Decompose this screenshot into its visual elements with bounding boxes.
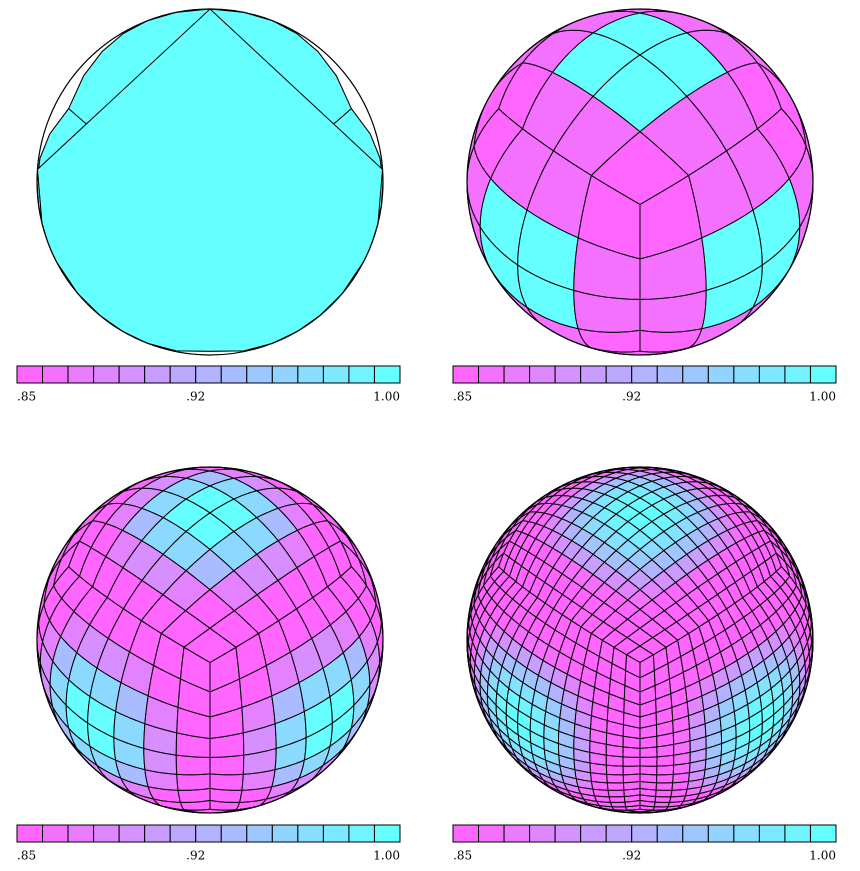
colorbar-label: .92 (622, 849, 641, 863)
colorbar-box (683, 825, 709, 842)
colorbar-box (68, 825, 94, 842)
colorbar-box (555, 366, 581, 383)
grid-cell (640, 774, 657, 783)
colorbar-box (581, 825, 607, 842)
colorbar-label: .92 (622, 390, 641, 404)
colorbar-box (683, 366, 709, 383)
colorbar-label: 1.00 (809, 390, 836, 404)
grid-cell (640, 757, 657, 766)
colorbar-box (632, 825, 658, 842)
colorbar-box (581, 366, 607, 383)
colorbar-box (504, 366, 530, 383)
colorbar-box (43, 825, 69, 842)
colorbar-box (708, 366, 734, 383)
colorbar-box (170, 825, 196, 842)
colorbar-box (657, 366, 683, 383)
colorbar-box (349, 366, 375, 383)
colorbar-label: 1.00 (809, 849, 836, 863)
colorbar-box (606, 366, 632, 383)
figure: .85 .92 1.00 .85 .92 1.00 .85 .92 1.00 .85 .92 1.00 (0, 0, 860, 871)
globe (37, 9, 383, 355)
colorbar-box (145, 825, 171, 842)
colorbar-box (479, 825, 505, 842)
grid-cell (640, 766, 657, 775)
colorbar-box (555, 825, 581, 842)
colorbar-label: .85 (17, 390, 36, 404)
colorbar-box (247, 825, 273, 842)
colorbar-box (708, 825, 734, 842)
colorbar-box (606, 825, 632, 842)
colorbar-box (196, 825, 222, 842)
colorbar-box (810, 825, 836, 842)
colorbar-box (119, 825, 145, 842)
grid-cell (177, 774, 210, 790)
colorbar-box (221, 366, 247, 383)
colorbar-label: .85 (17, 849, 36, 863)
colorbar-box (196, 366, 222, 383)
colorbar-box (785, 825, 811, 842)
colorbar-box (298, 825, 324, 842)
colorbar-box (68, 366, 94, 383)
grid-cell (210, 774, 243, 790)
colorbar-box (810, 366, 836, 383)
grid-cell (623, 757, 640, 766)
colorbar-label: 1.00 (373, 849, 400, 863)
colorbar-box (349, 825, 375, 842)
colorbar-box (272, 825, 298, 842)
colorbar-label: .85 (453, 849, 472, 863)
grid-cell (655, 797, 671, 803)
grid-cell (656, 790, 672, 797)
colorbar-box (170, 366, 196, 383)
colorbar-label: .92 (186, 849, 205, 863)
colorbar-box (453, 366, 479, 383)
globe (37, 467, 383, 813)
colorbar-box (298, 366, 324, 383)
colorbar-box (759, 825, 785, 842)
grid-cell (210, 755, 244, 775)
colorbar-box (453, 825, 479, 842)
colorbar-box (632, 366, 658, 383)
colorbar-box (374, 366, 400, 383)
colorbar-box (119, 366, 145, 383)
grid-cell (656, 783, 673, 791)
grid-cell (176, 755, 210, 775)
colorbar-label: 1.00 (373, 390, 400, 404)
colorbar-box (479, 366, 505, 383)
colorbar-box (247, 366, 273, 383)
colorbar-box (94, 825, 120, 842)
colorbar-box (145, 366, 171, 383)
colorbar-box (43, 366, 69, 383)
grid-cell (623, 774, 640, 783)
colorbar-box (504, 825, 530, 842)
colorbar-box (221, 825, 247, 842)
grid-cell (607, 774, 624, 783)
colorbar-box (272, 366, 298, 383)
colorbar-box (374, 825, 400, 842)
colorbar-box (657, 825, 683, 842)
grid-cell (623, 766, 640, 775)
grid-cell (607, 783, 624, 791)
colorbar-box (94, 366, 120, 383)
globe (467, 9, 813, 355)
colorbar-box (734, 825, 760, 842)
globe (467, 467, 813, 813)
colorbar-label: .85 (453, 390, 472, 404)
grid-cell (657, 765, 674, 775)
grid-cell (606, 765, 623, 775)
colorbar-box (734, 366, 760, 383)
colorbar-box (530, 825, 556, 842)
colorbar-box (17, 366, 43, 383)
grid-cell (38, 9, 383, 351)
colorbar-label: .92 (186, 390, 205, 404)
colorbar-box (759, 366, 785, 383)
colorbar-box (323, 825, 349, 842)
colorbar-box (530, 366, 556, 383)
colorbar-box (17, 825, 43, 842)
grid-cell (609, 797, 625, 803)
grid-cell (608, 790, 624, 797)
colorbar-box (785, 366, 811, 383)
grid-cell (657, 774, 674, 783)
colorbar-box (323, 366, 349, 383)
